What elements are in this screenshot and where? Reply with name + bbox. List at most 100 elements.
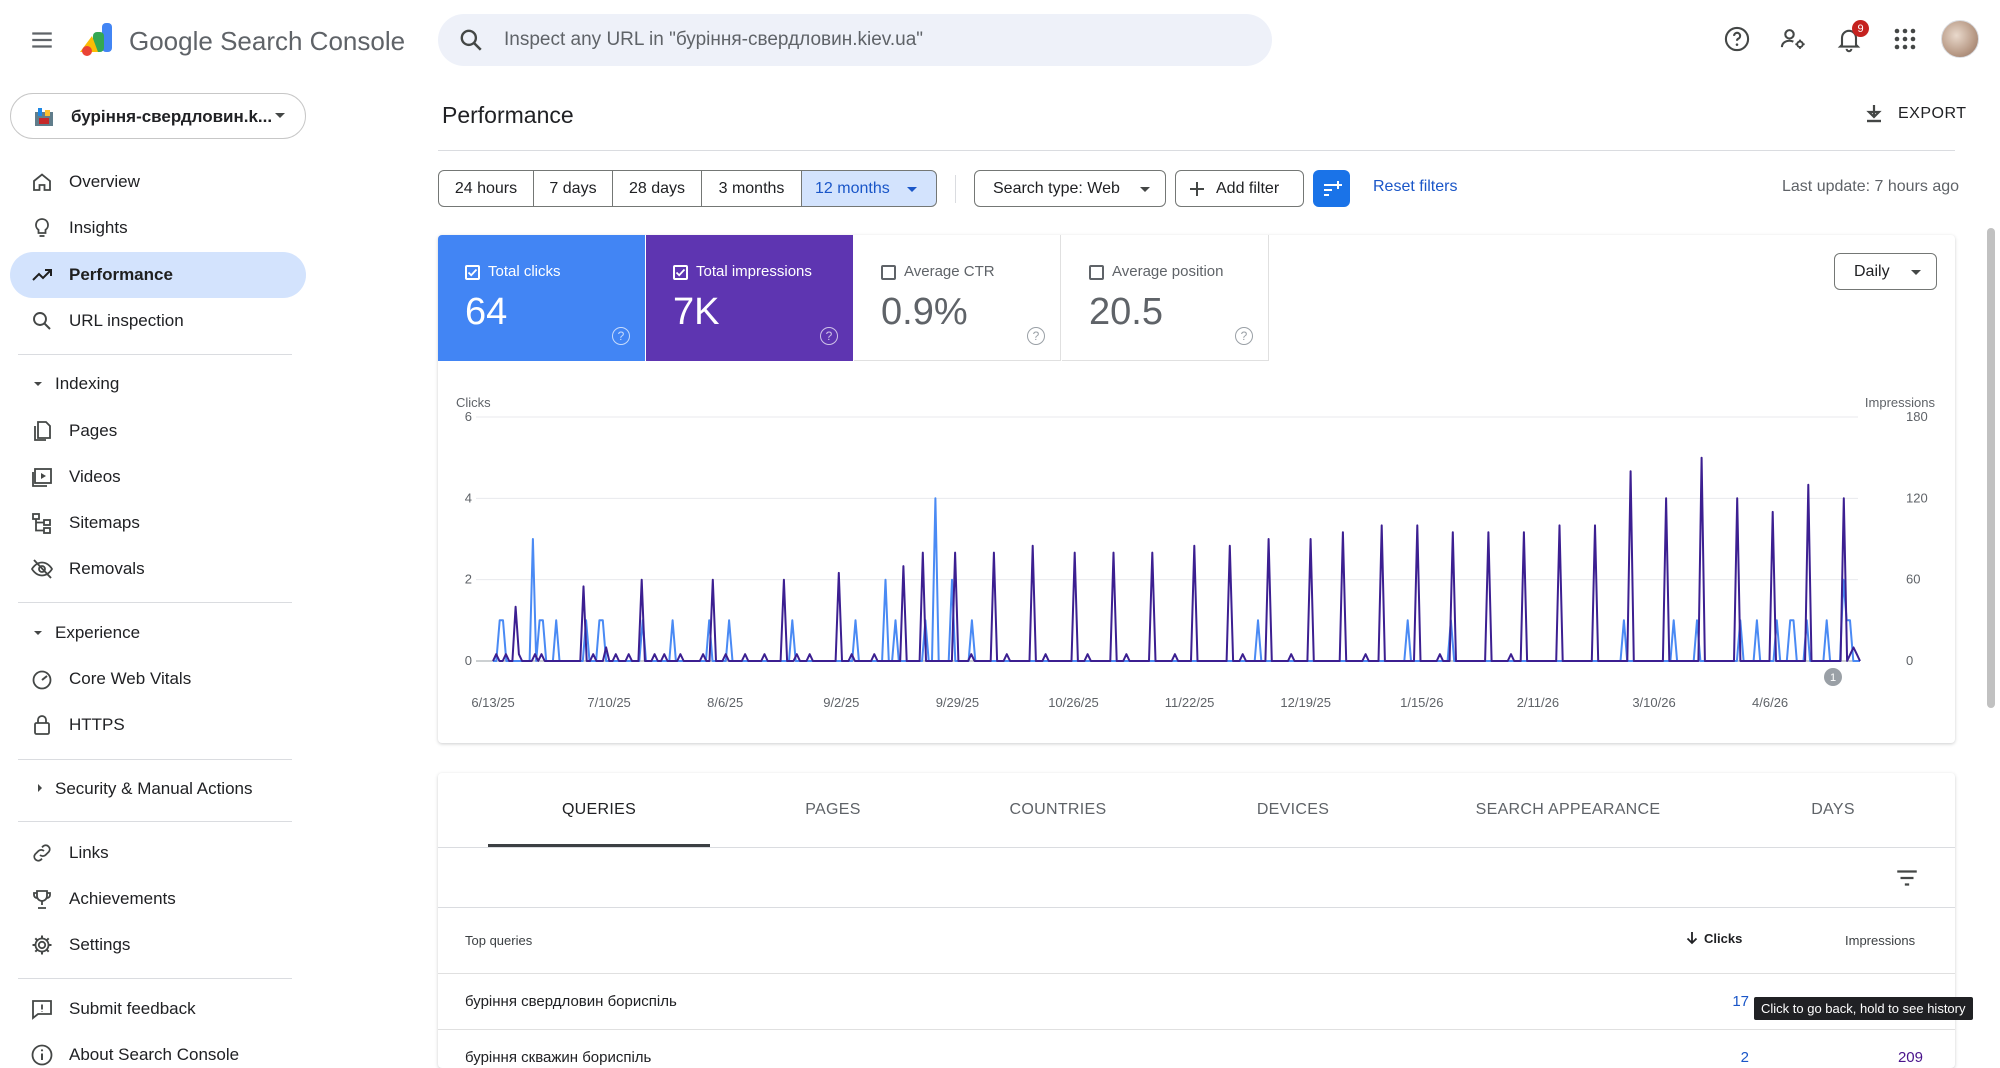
export-button[interactable]: EXPORT [1862, 100, 1967, 128]
notifications-icon[interactable]: 9 [1829, 19, 1869, 59]
metric-average-ctr[interactable]: Average CTR 0.9% ? [854, 235, 1061, 361]
reset-filters-link[interactable]: Reset filters [1373, 178, 1458, 195]
granularity-label: Daily [1854, 262, 1890, 280]
sidebar-item-label: URL inspection [69, 311, 184, 330]
clicks-cell: 17 [1732, 993, 1749, 1010]
sidebar-item-label: Sitemaps [69, 513, 140, 532]
sidebar-item-submit-feedback[interactable]: Submit feedback [10, 986, 306, 1032]
tab-countries[interactable]: COUNTRIES [1009, 801, 1107, 818]
sidebar-item-label: Videos [69, 467, 121, 486]
tab-days[interactable]: DAYS [1811, 801, 1855, 818]
x-tick-label: 3/10/26 [1632, 695, 1675, 710]
right-tick-label: 0 [1906, 653, 1913, 668]
sidebar-item-settings[interactable]: Settings [10, 922, 306, 968]
sidebar-item-videos[interactable]: Videos [10, 454, 306, 500]
x-tick-label: 6/13/25 [471, 695, 514, 710]
caret-right-icon [34, 782, 46, 794]
sidebar-item-label: Submit feedback [69, 999, 196, 1018]
metric-total-clicks[interactable]: Total clicks 64 ? [438, 235, 645, 361]
annotation-label: 1 [1830, 672, 1836, 684]
sidebar-item-performance[interactable]: Performance [10, 252, 306, 298]
sidebar-item-label: Links [69, 843, 109, 862]
sidebar-item-links[interactable]: Links [10, 830, 306, 876]
sidebar-item-core-web-vitals[interactable]: Core Web Vitals [10, 656, 306, 702]
tab-devices[interactable]: DEVICES [1256, 801, 1330, 818]
granularity-select[interactable]: Daily [1834, 253, 1937, 290]
sidebar-divider [18, 602, 292, 603]
manage-users-icon[interactable] [1773, 19, 1813, 59]
caret-down-icon [1139, 185, 1151, 195]
metric-total-impressions[interactable]: Total impressions 7K ? [646, 235, 853, 361]
sidebar-section-indexing[interactable]: Indexing [10, 364, 306, 404]
help-icon[interactable]: ? [1235, 327, 1253, 345]
clicks-header-label: Clicks [1704, 930, 1743, 946]
search-type-label: Search type: Web [993, 179, 1120, 197]
right-tick-label: 60 [1906, 572, 1920, 587]
performance-table-card: QUERIES PAGES COUNTRIES DEVICES SEARCH A… [438, 773, 1955, 1068]
filter-settings-icon[interactable] [1313, 170, 1350, 207]
query-cell: буріння свердловин бориспіль [465, 993, 677, 1010]
feedback-icon [30, 997, 54, 1021]
left-tick-label: 0 [465, 653, 472, 668]
tabs-divider [438, 847, 1955, 848]
sidebar-item-removals[interactable]: Removals [10, 546, 306, 592]
tab-pages[interactable]: PAGES [805, 801, 861, 818]
help-icon[interactable] [1717, 19, 1757, 59]
sidebar-item-https[interactable]: HTTPS [10, 702, 306, 748]
sidebar-item-pages[interactable]: Pages [10, 408, 306, 454]
vertical-scrollbar[interactable] [1987, 228, 1995, 708]
sidebar-item-overview[interactable]: Overview [10, 159, 306, 205]
apps-grid-icon[interactable] [1885, 19, 1925, 59]
range-24-hours[interactable]: 24 hours [438, 170, 534, 207]
account-avatar[interactable] [1941, 20, 1979, 58]
x-tick-label: 8/6/25 [707, 695, 743, 710]
table-row[interactable]: буріння свердловин бориспіль 17 [438, 973, 1955, 1029]
sidebar-item-insights[interactable]: Insights [10, 205, 306, 251]
sidebar-divider [18, 978, 292, 979]
property-selector[interactable]: буріння-свердловин.k... [10, 93, 306, 139]
filter-list-icon[interactable] [1894, 865, 1920, 891]
range-3-months[interactable]: 3 months [701, 170, 802, 207]
sitemap-icon [30, 511, 54, 535]
search-icon [458, 27, 484, 53]
table-row[interactable]: буріння скважин бориспіль 2 209 [438, 1029, 1955, 1068]
url-inspect-search[interactable] [438, 14, 1272, 66]
right-tick-label: 180 [1906, 409, 1928, 424]
export-label: EXPORT [1898, 105, 1967, 122]
help-icon[interactable]: ? [1027, 327, 1045, 345]
clicks-cell: 2 [1740, 1049, 1749, 1066]
x-tick-label: 10/26/25 [1048, 695, 1099, 710]
sidebar-item-sitemaps[interactable]: Sitemaps [10, 500, 306, 546]
range-7-days[interactable]: 7 days [533, 170, 613, 207]
sidebar-item-achievements[interactable]: Achievements [10, 876, 306, 922]
search-icon [30, 309, 54, 333]
tab-queries[interactable]: QUERIES [561, 801, 637, 818]
column-header-impressions[interactable]: Impressions [1845, 933, 1916, 948]
search-type-filter[interactable]: Search type: Web [974, 170, 1166, 207]
right-tick-label: 120 [1906, 490, 1928, 505]
sidebar-item-url-inspection[interactable]: URL inspection [10, 298, 306, 344]
range-28-days[interactable]: 28 days [612, 170, 702, 207]
left-tick-label: 6 [465, 409, 472, 424]
sidebar-section-security[interactable]: Security & Manual Actions [10, 769, 306, 809]
sidebar-item-label: Overview [69, 172, 140, 191]
add-filter-button[interactable]: Add filter [1175, 170, 1304, 207]
sidebar-section-experience[interactable]: Experience [10, 613, 306, 653]
column-header-clicks[interactable]: Clicks [1684, 930, 1742, 946]
metric-average-position[interactable]: Average position 20.5 ? [1062, 235, 1269, 361]
tab-search-appearance[interactable]: SEARCH APPEARANCE [1475, 801, 1661, 818]
search-console-logo[interactable] [78, 20, 118, 60]
active-tab-indicator [488, 844, 710, 847]
x-tick-label: 9/2/25 [823, 695, 859, 710]
help-icon[interactable]: ? [612, 327, 630, 345]
x-tick-label: 9/29/25 [936, 695, 979, 710]
download-icon [1862, 102, 1886, 126]
url-inspect-input[interactable] [504, 14, 1244, 66]
range-12-months[interactable]: 12 months [801, 170, 937, 207]
metric-value: 20.5 [1089, 291, 1163, 333]
metric-value: 7K [673, 291, 720, 333]
main-menu-icon[interactable] [22, 20, 62, 60]
help-icon[interactable]: ? [820, 327, 838, 345]
sidebar-divider [18, 354, 292, 355]
sidebar-item-about[interactable]: About Search Console [10, 1032, 306, 1068]
